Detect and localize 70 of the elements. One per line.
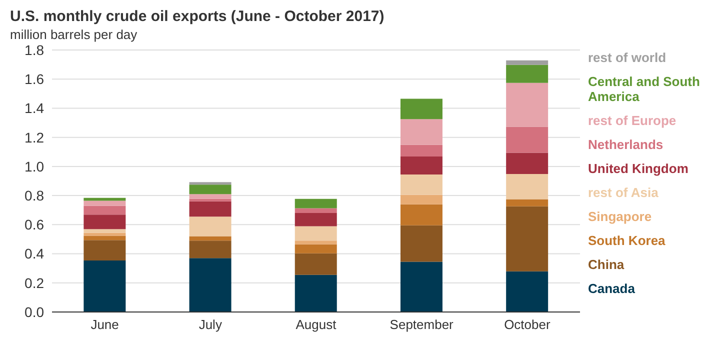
bar bbox=[400, 174, 442, 195]
bar bbox=[294, 198, 337, 208]
bar bbox=[400, 194, 442, 204]
x-tick-label: August bbox=[296, 317, 337, 332]
bar bbox=[84, 236, 126, 240]
bar bbox=[189, 201, 232, 217]
bar bbox=[294, 244, 337, 254]
y-tick-label: 1.4 bbox=[24, 100, 44, 116]
bar bbox=[506, 174, 548, 200]
chart-title: U.S. monthly crude oil exports (June - October 2017) bbox=[10, 8, 386, 25]
bar bbox=[294, 274, 337, 312]
bar bbox=[400, 156, 442, 174]
bar bbox=[506, 206, 548, 272]
bar bbox=[294, 226, 337, 241]
bar bbox=[189, 258, 232, 312]
text: rest of Asia bbox=[588, 185, 660, 200]
bar bbox=[400, 98, 442, 120]
bar bbox=[189, 184, 232, 194]
bar bbox=[506, 199, 548, 206]
text: rest of Europe bbox=[588, 113, 678, 128]
bar bbox=[506, 126, 548, 153]
y-tick-label: 0.6 bbox=[24, 216, 44, 233]
bar bbox=[294, 213, 337, 226]
bar bbox=[189, 182, 232, 185]
bar bbox=[400, 204, 442, 226]
x-tick-label: July bbox=[198, 317, 222, 332]
bar bbox=[506, 60, 548, 65]
text: Singapore bbox=[588, 209, 653, 224]
x-tick-label: June bbox=[90, 317, 119, 332]
bar bbox=[189, 198, 232, 202]
bar bbox=[189, 240, 232, 258]
bar bbox=[189, 216, 232, 236]
y-axis-title: million barrels per day bbox=[10, 27, 138, 42]
x-tick-label: October bbox=[504, 317, 551, 332]
text: rest of world bbox=[588, 50, 668, 65]
y-tick-label: 1.2 bbox=[24, 129, 44, 146]
bar bbox=[84, 214, 126, 230]
y-tick-label: 0.8 bbox=[24, 188, 44, 204]
bar bbox=[294, 208, 337, 214]
text: Central and South America bbox=[588, 74, 701, 104]
bar bbox=[400, 144, 442, 157]
bar bbox=[189, 194, 232, 199]
bar bbox=[294, 253, 337, 275]
text: United Kingdom bbox=[588, 161, 690, 176]
bar bbox=[400, 262, 442, 312]
bar bbox=[84, 240, 126, 260]
bar bbox=[294, 240, 337, 244]
text: Canada bbox=[588, 281, 636, 296]
text: Netherlands bbox=[588, 137, 664, 152]
bar bbox=[506, 271, 548, 312]
bar bbox=[84, 206, 126, 215]
bar bbox=[84, 260, 126, 312]
text: China bbox=[588, 257, 626, 272]
bar bbox=[84, 198, 126, 201]
y-tick-label: 1.0 bbox=[24, 158, 44, 174]
bar bbox=[506, 82, 548, 127]
bar bbox=[400, 225, 442, 262]
bar bbox=[84, 200, 126, 206]
text: South Korea bbox=[588, 233, 666, 248]
y-tick-label: 0.0 bbox=[24, 304, 44, 320]
bar bbox=[400, 119, 442, 145]
y-tick-label: 1.8 bbox=[24, 42, 44, 58]
bar bbox=[506, 152, 548, 174]
bar bbox=[189, 236, 232, 241]
bar bbox=[84, 229, 126, 233]
y-tick-label: 0.4 bbox=[24, 246, 44, 262]
x-tick-label: September bbox=[390, 317, 454, 332]
y-tick-label: 1.6 bbox=[24, 71, 44, 88]
bar bbox=[506, 64, 548, 83]
y-tick-label: 0.2 bbox=[24, 274, 44, 291]
